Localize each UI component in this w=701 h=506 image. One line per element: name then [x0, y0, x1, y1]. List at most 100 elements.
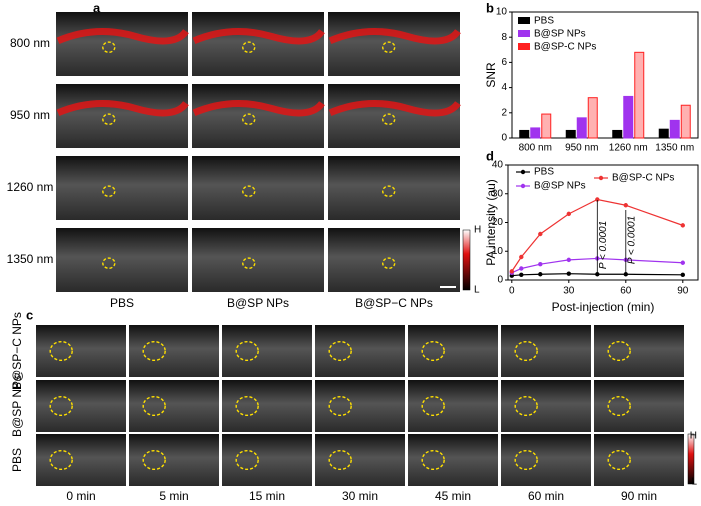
point [538, 231, 543, 237]
legend-label: B@SP-C NPs [534, 42, 596, 53]
point [680, 223, 685, 228]
ultrasound-image [408, 434, 498, 486]
ultrasound-image [222, 434, 312, 486]
y-tick-label: 4 [501, 82, 507, 93]
x-tick-label: 90 [677, 286, 689, 297]
tumor-circle [328, 395, 352, 417]
tumor-circle [607, 395, 631, 417]
ultrasound-image [222, 325, 312, 377]
ultrasound-image [129, 325, 219, 377]
legend-marker [598, 175, 604, 181]
bar [634, 51, 645, 139]
colorbar-low: L [691, 477, 697, 488]
tumor-circle [49, 395, 73, 417]
ultrasound-image [56, 228, 188, 292]
annotation: P < 0.0001 [626, 216, 637, 264]
bar [530, 127, 541, 139]
x-tick-label: 60 [620, 286, 632, 297]
pa-signal [328, 28, 461, 45]
tumor-circle [514, 449, 538, 471]
ultrasound-image [36, 325, 126, 377]
column-label: 90 min [621, 489, 657, 503]
row-label: PBS [10, 448, 24, 472]
x-tick-label: 30 [563, 286, 575, 297]
pa-signal [192, 28, 325, 45]
ultrasound-image [129, 380, 219, 432]
column-label: 30 min [342, 489, 378, 503]
ultrasound-image [594, 434, 684, 486]
colorbar-low: L [474, 285, 480, 296]
x-tick-label: 0 [509, 286, 515, 297]
ultrasound-image [501, 380, 591, 432]
colorbar [687, 433, 695, 485]
ultrasound-image [36, 380, 126, 432]
panel-label: a [93, 0, 101, 15]
point [538, 272, 543, 277]
point [680, 260, 685, 265]
bar [587, 97, 598, 139]
panel-label: d [486, 148, 494, 163]
tumor-circle [49, 449, 73, 471]
x-tick-label: 800 nm [519, 143, 552, 154]
column-label: 60 min [528, 489, 564, 503]
row-label: 1260 nm [7, 180, 54, 194]
point [519, 254, 524, 260]
tumor-circle [382, 113, 396, 125]
point [519, 266, 524, 271]
y-tick-label: 8 [501, 32, 507, 43]
bar [541, 113, 552, 139]
y-tick-label: 2 [501, 107, 507, 118]
point [623, 203, 628, 208]
column-label: 15 min [249, 489, 285, 503]
x-axis-label: Post-injection (min) [552, 300, 655, 314]
tumor-circle [102, 257, 116, 270]
tumor-circle [142, 340, 166, 362]
bar [623, 95, 634, 139]
x-tick-label: 1350 nm [655, 143, 694, 154]
ultrasound-image [315, 380, 405, 432]
tumor-circle [49, 340, 73, 362]
bar [519, 129, 530, 139]
legend-swatch [518, 30, 530, 37]
tumor-circle [607, 449, 631, 471]
bar [669, 119, 680, 139]
y-tick-label: 10 [492, 246, 504, 257]
tumor-circle [514, 340, 538, 362]
tumor-circle [142, 449, 166, 471]
tumor-circle [142, 395, 166, 417]
legend-label: PBS [534, 167, 554, 178]
point [680, 272, 685, 278]
plot-frame [511, 11, 699, 139]
bar [680, 104, 691, 139]
ultrasound-image [56, 156, 188, 220]
panel-label: c [26, 307, 33, 322]
point [623, 272, 628, 277]
tumor-circle [235, 449, 259, 471]
pa-signal [56, 100, 189, 117]
ultrasound-image [594, 325, 684, 377]
point [566, 257, 571, 263]
tumor-circle [102, 41, 116, 54]
point [566, 271, 571, 276]
row-label: 1350 nm [7, 252, 54, 266]
ultrasound-image [192, 156, 324, 220]
legend-label: B@SP NPs [534, 29, 586, 40]
bar [612, 129, 623, 139]
point [595, 197, 600, 202]
tumor-circle [421, 449, 445, 471]
tumor-circle [382, 257, 396, 270]
panel-label: b [486, 0, 494, 15]
tumor-circle [102, 113, 116, 125]
x-tick-label: 1260 nm [609, 143, 648, 154]
y-tick-label: 0 [501, 133, 507, 144]
ultrasound-image [594, 380, 684, 432]
pa-signal [56, 28, 189, 45]
legend-label: B@SP-C NPs [612, 173, 674, 184]
column-label: 0 min [66, 489, 95, 503]
tumor-circle [242, 113, 256, 125]
tumor-circle [421, 395, 445, 417]
ultrasound-image [501, 434, 591, 486]
y-axis-label: PA intensity (au) [484, 179, 498, 265]
y-tick-label: 20 [492, 217, 504, 228]
y-tick-label: 6 [501, 57, 507, 68]
